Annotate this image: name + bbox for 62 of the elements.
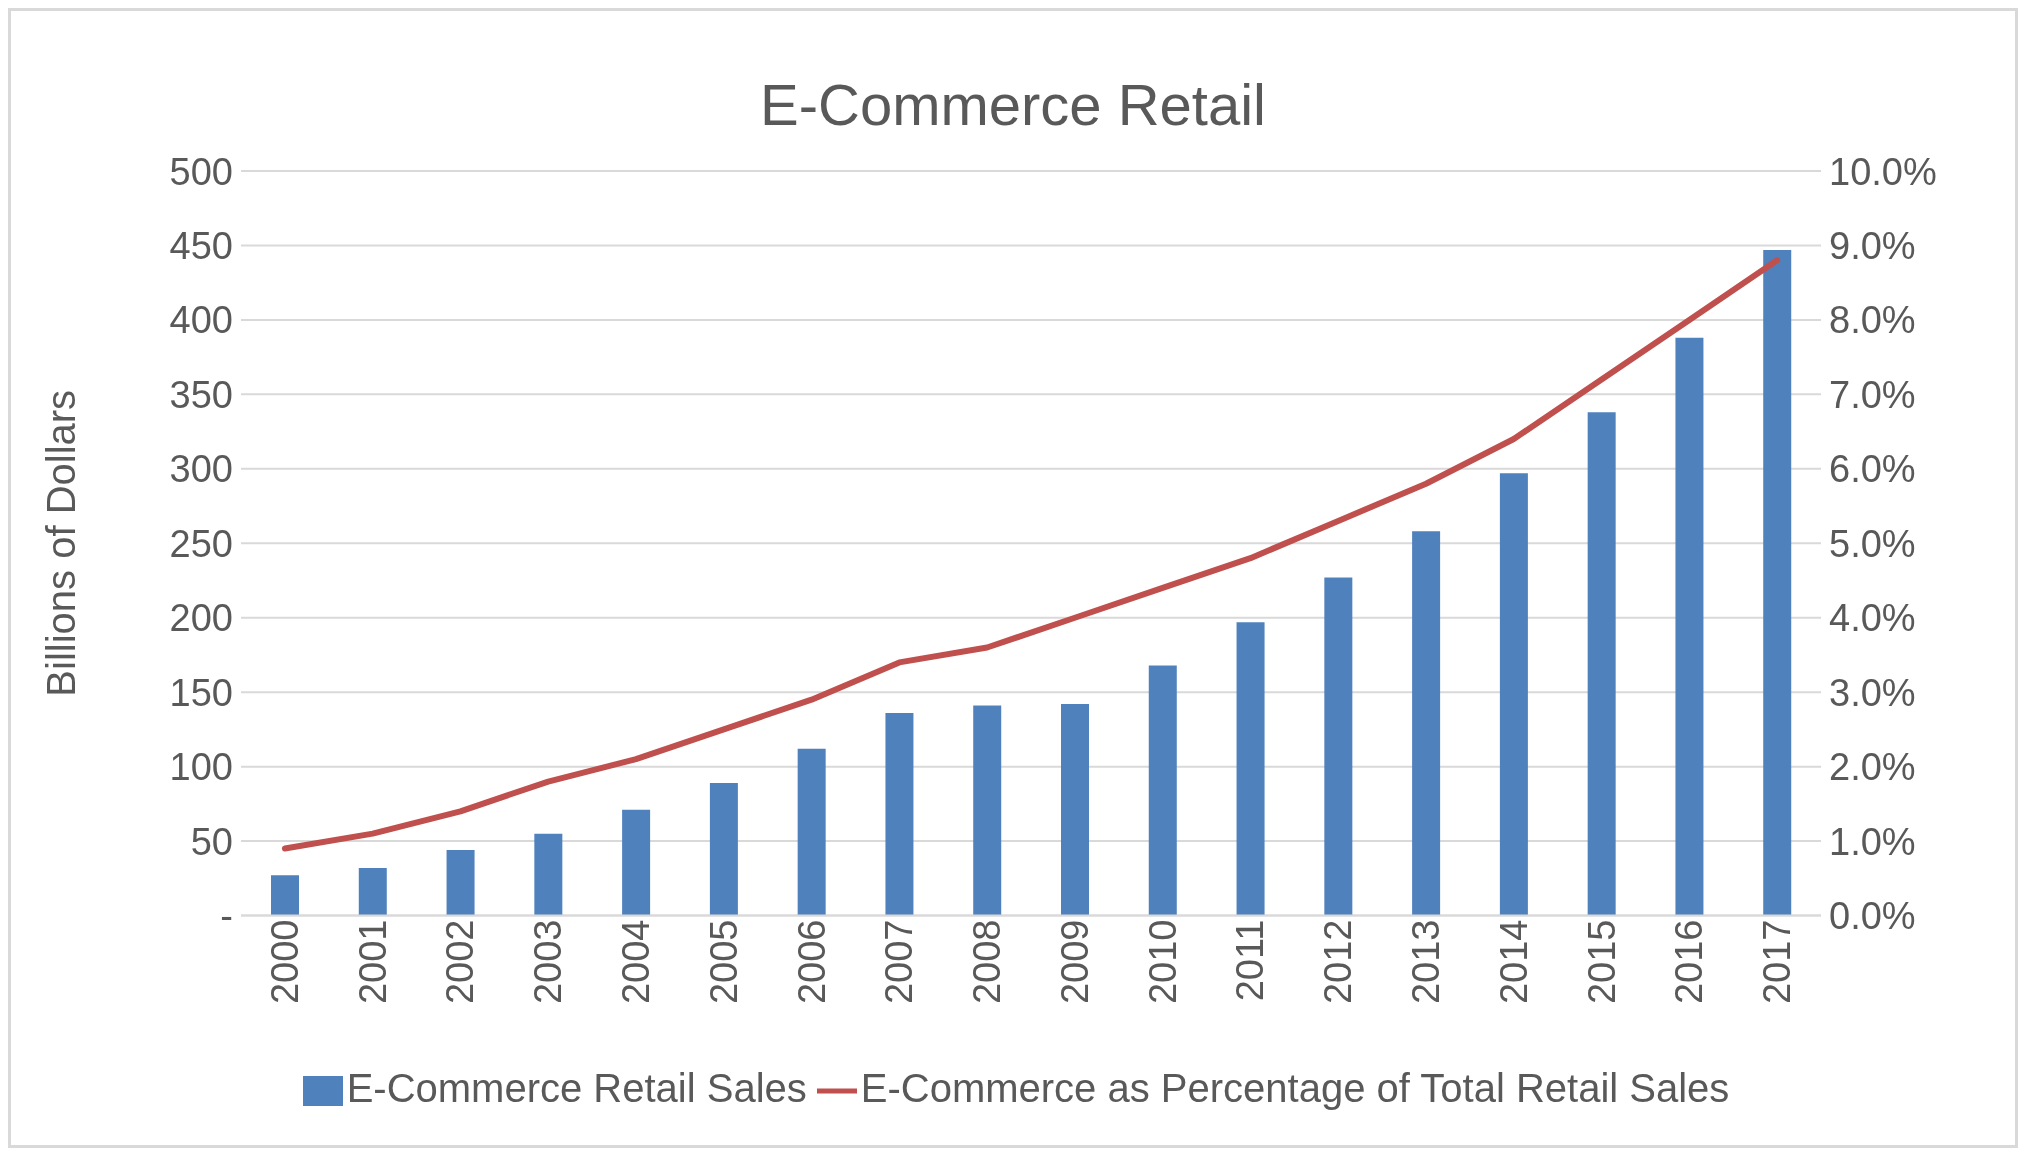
y2-tick-label: 0.0% <box>1829 895 1916 938</box>
bar <box>1324 577 1353 916</box>
y-tick-label: 500 <box>169 150 233 193</box>
bar <box>885 713 914 916</box>
x-tick-label: 2014 <box>1492 919 1535 1005</box>
bar <box>1499 473 1528 916</box>
bar <box>1675 337 1704 916</box>
y-tick-label: 400 <box>169 299 233 342</box>
y-tick-label: 450 <box>169 224 233 267</box>
x-tick-label: 2015 <box>1580 919 1623 1005</box>
bar <box>622 809 651 916</box>
bar <box>534 833 563 916</box>
x-tick-label: 2017 <box>1756 919 1799 1005</box>
x-tick-label: 2003 <box>527 919 570 1005</box>
x-tick-label: 2016 <box>1668 919 1711 1005</box>
bar <box>1412 531 1441 916</box>
bar <box>446 850 475 916</box>
x-tick-label: 2007 <box>878 919 921 1005</box>
y2-tick-label: 3.0% <box>1829 671 1916 714</box>
bar <box>358 867 387 916</box>
y-tick-label: 100 <box>169 746 233 789</box>
bar <box>797 748 826 916</box>
bar <box>973 705 1002 916</box>
y-axis-title: Billions of Dollars <box>39 389 84 697</box>
y2-tick-label: 4.0% <box>1829 597 1916 640</box>
bar <box>1148 665 1177 916</box>
x-tick-label: 2002 <box>439 919 482 1005</box>
x-tick-label: 2006 <box>790 919 833 1005</box>
legend-label: E-Commerce as Percentage of Total Retail Sales <box>860 1065 1730 1110</box>
x-tick-label: 2000 <box>263 919 306 1005</box>
y2-tick-label: 7.0% <box>1829 373 1916 416</box>
y-tick-label: 300 <box>169 448 233 491</box>
y-tick-label: 350 <box>169 373 233 416</box>
bar <box>1061 704 1089 916</box>
bar <box>271 875 299 916</box>
x-tick-label: 2012 <box>1317 919 1360 1005</box>
legend-label: E-Commerce Retail Sales <box>346 1065 807 1110</box>
y-tick-label: 50 <box>190 820 233 863</box>
bar <box>1236 622 1265 916</box>
x-tick-label: 2009 <box>1053 919 1096 1005</box>
x-tick-label: 2013 <box>1404 919 1447 1005</box>
y-tick-label: 200 <box>169 597 233 640</box>
x-tick-label: 2011 <box>1229 919 1272 1002</box>
y2-tick-label: 1.0% <box>1829 820 1916 863</box>
x-tick-label: 2010 <box>1141 919 1184 1005</box>
y2-tick-label: 8.0% <box>1829 299 1916 342</box>
x-tick-label: 2001 <box>351 919 394 1005</box>
bar <box>709 783 738 916</box>
y-tick-label: - <box>220 895 233 938</box>
y2-tick-label: 9.0% <box>1829 224 1916 267</box>
y-tick-label: 150 <box>169 671 233 714</box>
bar <box>1763 249 1792 916</box>
y2-tick-label: 2.0% <box>1829 746 1916 789</box>
chart-title: E-Commerce Retail <box>759 71 1267 139</box>
y2-tick-label: 10.0% <box>1829 150 1937 193</box>
y2-tick-label: 6.0% <box>1829 448 1916 491</box>
x-tick-label: 2004 <box>614 919 657 1005</box>
x-tick-label: 2005 <box>702 919 745 1005</box>
y-tick-label: 250 <box>169 522 233 565</box>
bar <box>1587 412 1616 916</box>
y2-tick-label: 5.0% <box>1829 522 1916 565</box>
x-tick-label: 2008 <box>966 919 1009 1005</box>
